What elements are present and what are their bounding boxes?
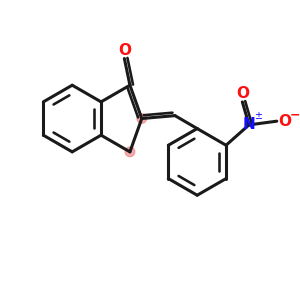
Text: O: O: [236, 86, 249, 101]
Text: N: N: [243, 117, 255, 132]
Text: −: −: [290, 108, 300, 121]
Circle shape: [125, 147, 135, 157]
Text: O: O: [278, 114, 291, 129]
Circle shape: [137, 114, 147, 123]
Text: ±: ±: [254, 111, 262, 121]
Text: O: O: [118, 43, 131, 58]
